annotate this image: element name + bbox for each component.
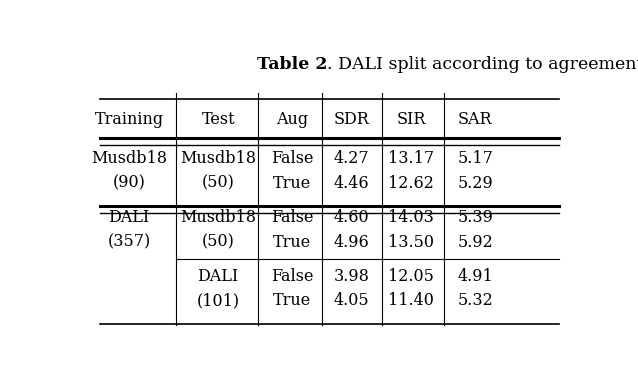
Text: 12.05
11.40: 12.05 11.40 [388,268,434,309]
Text: 5.17
5.29: 5.17 5.29 [457,150,493,192]
Text: 14.03
13.50: 14.03 13.50 [388,209,434,251]
Text: SDR: SDR [334,111,369,128]
Text: Table 2: Table 2 [256,57,327,73]
Text: 13.17
12.62: 13.17 12.62 [388,150,434,192]
Text: Musdb18
(50): Musdb18 (50) [180,150,256,192]
Text: False
True: False True [271,268,314,309]
Text: DALI
(357): DALI (357) [108,209,151,251]
Text: 4.27
4.46: 4.27 4.46 [334,150,369,192]
Text: . DALI split according to agreement score η.: . DALI split according to agreement scor… [327,57,638,73]
Text: False
True: False True [271,150,314,192]
Text: 4.91
5.32: 4.91 5.32 [457,268,493,309]
Text: DALI
(101): DALI (101) [197,268,240,309]
Text: 3.98
4.05: 3.98 4.05 [334,268,369,309]
Text: Training: Training [94,111,164,128]
Text: SAR: SAR [458,111,493,128]
Text: Musdb18
(50): Musdb18 (50) [180,209,256,251]
Text: Test: Test [202,111,235,128]
Text: Musdb18
(90): Musdb18 (90) [91,150,167,192]
Text: False
True: False True [271,209,314,251]
Text: 5.39
5.92: 5.39 5.92 [457,209,493,251]
Text: 4.60
4.96: 4.60 4.96 [334,209,369,251]
Text: SIR: SIR [396,111,426,128]
Text: Aug: Aug [276,111,308,128]
